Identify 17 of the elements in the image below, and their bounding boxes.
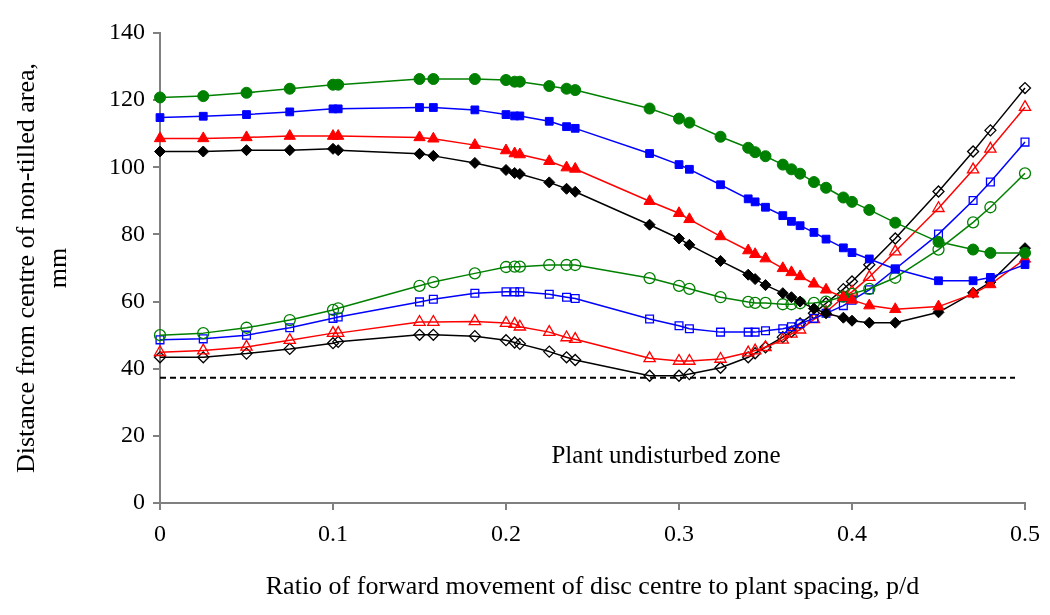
x-tick-label: 0.4 — [837, 519, 867, 546]
annotation: Plant undisturbed zone — [551, 440, 781, 468]
x-tick-label: 0.1 — [318, 519, 348, 546]
y-tick-label: 140 — [109, 18, 145, 45]
y-tick-label: 100 — [109, 152, 145, 179]
y-tick-label: 120 — [109, 85, 145, 112]
y-tick-label: 80 — [121, 219, 145, 246]
x-tick-label: 0.5 — [1010, 519, 1040, 546]
y-tick-label: 20 — [121, 421, 145, 448]
x-tick-label: 0.3 — [664, 519, 694, 546]
x-tick-label: 0 — [154, 519, 166, 546]
y-tick-label: 40 — [121, 354, 145, 381]
y-tick-label: 0 — [133, 488, 145, 515]
x-tick-label: 0.2 — [491, 519, 521, 546]
x-axis-title: Ratio of forward movement of disc centre to plant spacing, p/d — [265, 571, 920, 601]
y-axis-title: Distance from centre of non-tilled area, mm — [11, 62, 72, 474]
y-tick-label: 60 — [121, 286, 145, 313]
